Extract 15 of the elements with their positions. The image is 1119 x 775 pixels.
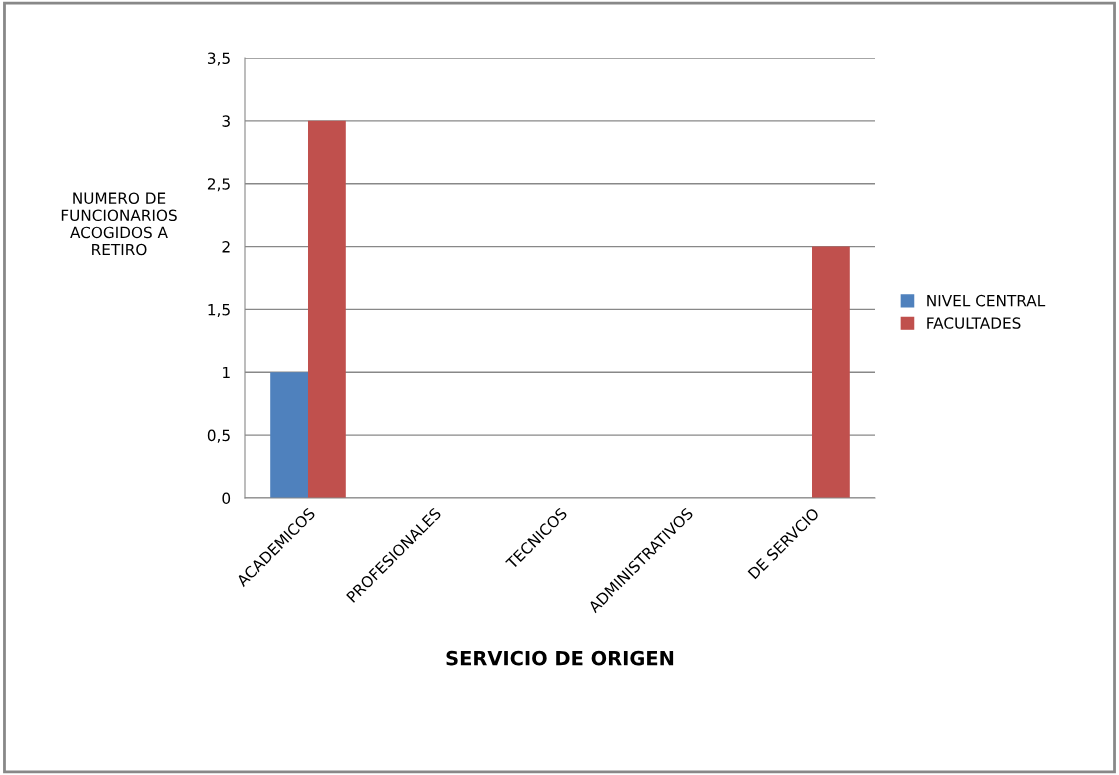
y-tick-label: 3 [222,115,230,127]
y-tick-label: 0,5 [207,429,230,443]
y-tick-label: 1,5 [208,304,230,318]
y-tick-label: 0 [222,492,231,505]
y-axis-title: NUMERO DE FUNCIONARIOS ACOGIDOS A RETIRO [61,192,177,256]
y-tick-label: 3,5 [207,52,230,66]
bar [270,372,308,498]
y-tick-label: 2,5 [207,178,230,192]
bar [812,246,850,498]
bar [308,120,346,498]
legend-label: NIVEL CENTRAL [927,294,1046,307]
legend-label: FACULTADES [927,317,1021,329]
y-tick-label: 1 [223,366,230,379]
x-axis-title: SERVICIO DE ORIGEN [446,650,674,666]
y-tick-label: 2 [222,241,230,253]
